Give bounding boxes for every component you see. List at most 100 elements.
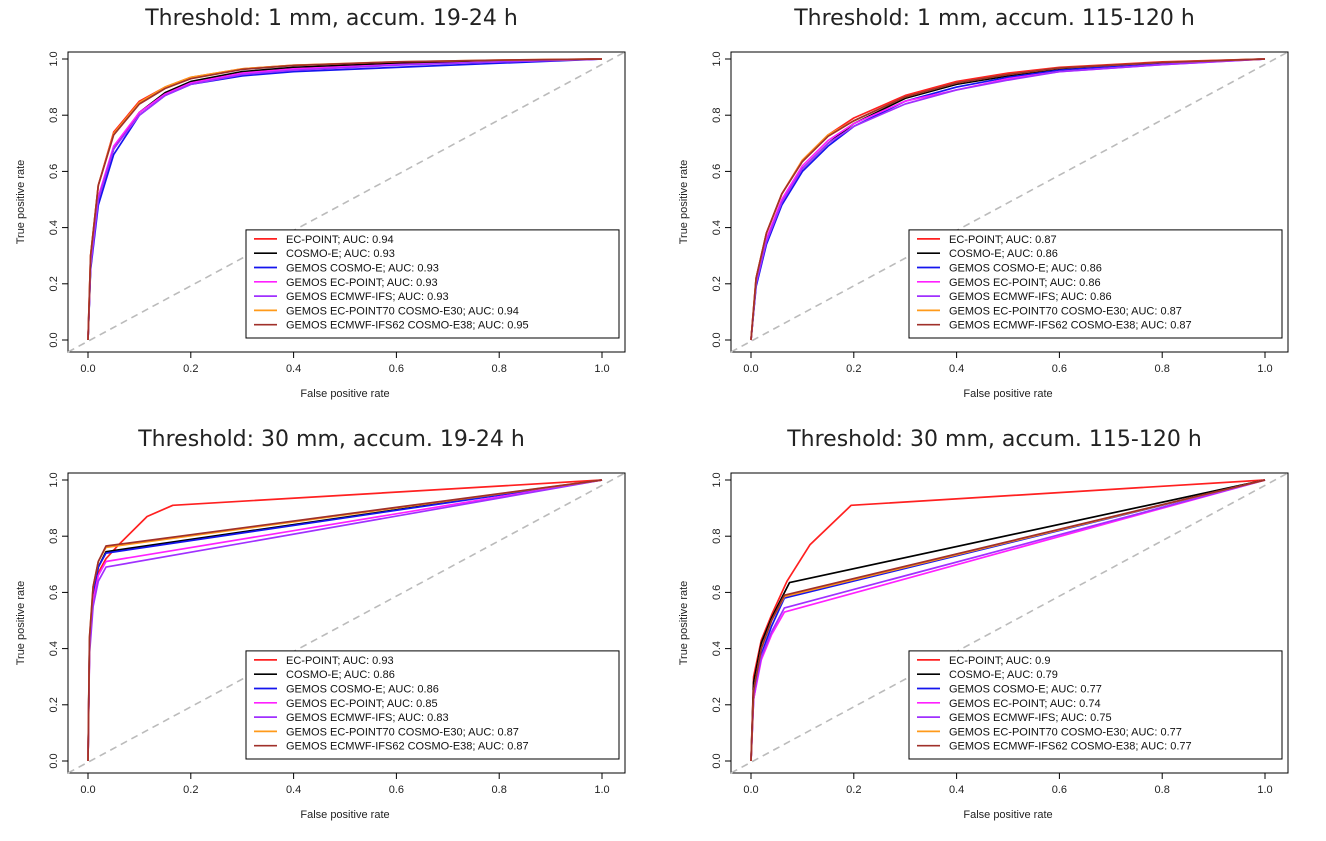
y-tick-label: 1.0 bbox=[711, 51, 723, 66]
roc-panel-30mm-19-24h: Threshold: 30 mm, accum. 19-24 h 0.0 0.2 0… bbox=[0, 421, 663, 841]
x-tick-label: 0.0 bbox=[80, 784, 95, 796]
legend-label: COSMO-E; AUC: 0.86 bbox=[286, 669, 395, 681]
y-tick-label: 0.2 bbox=[711, 697, 723, 712]
legend-label: GEMOS EC-POINT; AUC: 0.74 bbox=[949, 698, 1101, 710]
roc-panel-1mm-115-120h: Threshold: 1 mm, accum. 115-120 h 0.0 0.2… bbox=[663, 0, 1326, 420]
legend-label: GEMOS ECMWF-IFS62 COSMO-E38; AUC: 0.95 bbox=[286, 320, 529, 332]
x-tick-label: 0.2 bbox=[846, 363, 861, 375]
y-tick-label: 1.0 bbox=[711, 472, 723, 487]
y-tick-label: 0.4 bbox=[711, 220, 723, 235]
legend-label: COSMO-E; AUC: 0.93 bbox=[286, 248, 395, 260]
reference-diagonal bbox=[67, 472, 626, 774]
y-tick-label: 0.2 bbox=[711, 276, 723, 291]
x-tick-label: 0.0 bbox=[80, 363, 95, 375]
y-tick-label: 0.6 bbox=[48, 585, 60, 600]
y-tick-label: 0.8 bbox=[48, 108, 60, 123]
chart-title: Threshold: 30 mm, accum. 19-24 h bbox=[138, 427, 525, 452]
legend-label: GEMOS COSMO-E; AUC: 0.86 bbox=[949, 263, 1102, 275]
x-tick-label: 1.0 bbox=[1257, 784, 1272, 796]
x-axis-label: False positive rate bbox=[963, 809, 1052, 821]
y-tick-label: 0.4 bbox=[48, 641, 60, 656]
roc-chart: 0.0 0.2 0.4 0.6 0.8 1.0 0.0 0.2 0.4 0.6 0.8 1.0 Fals… bbox=[15, 51, 626, 400]
x-tick-label: 0.4 bbox=[286, 363, 301, 375]
x-tick-label: 0.0 bbox=[743, 784, 758, 796]
legend-label: GEMOS EC-POINT; AUC: 0.86 bbox=[949, 277, 1101, 289]
legend-box bbox=[245, 229, 620, 339]
legend-label: GEMOS ECMWF-IFS; AUC: 0.93 bbox=[286, 291, 449, 303]
x-tick-label: 1.0 bbox=[594, 363, 609, 375]
y-tick-label: 1.0 bbox=[48, 472, 60, 487]
y-tick-label: 0.6 bbox=[48, 164, 60, 179]
legend-label: GEMOS EC-POINT70 COSMO-E30; AUC: 0.87 bbox=[949, 305, 1182, 317]
y-tick-label: 0.8 bbox=[711, 108, 723, 123]
y-tick-label: 0.8 bbox=[48, 529, 60, 544]
x-axis-label: False positive rate bbox=[300, 809, 389, 821]
legend-label: GEMOS ECMWF-IFS62 COSMO-E38; AUC: 0.87 bbox=[286, 741, 529, 753]
x-axis-label: False positive rate bbox=[963, 388, 1052, 400]
y-tick-label: 0.2 bbox=[48, 276, 60, 291]
x-axis-label: False positive rate bbox=[300, 388, 389, 400]
x-tick-label: 0.2 bbox=[183, 363, 198, 375]
legend-box bbox=[908, 229, 1283, 339]
y-axis-label: True positive rate bbox=[15, 160, 27, 245]
legend-label: EC-POINT; AUC: 0.87 bbox=[949, 234, 1057, 246]
y-tick-label: 0.0 bbox=[711, 753, 723, 768]
roc-chart: 0.0 0.2 0.4 0.6 0.8 1.0 0.0 0.2 0.4 0.6 0.8 1.0 Fals… bbox=[15, 472, 626, 821]
x-tick-label: 0.6 bbox=[1052, 784, 1067, 796]
series-line bbox=[750, 479, 1266, 762]
y-axis-label: True positive rate bbox=[15, 581, 27, 666]
roc-panel-1mm-19-24h: Threshold: 1 mm, accum. 19-24 h 0.0 0.2 0.… bbox=[0, 0, 663, 420]
x-tick-label: 0.4 bbox=[286, 784, 301, 796]
chart-title: Threshold: 30 mm, accum. 115-120 h bbox=[787, 427, 1202, 452]
legend-label: GEMOS ECMWF-IFS62 COSMO-E38; AUC: 0.77 bbox=[949, 741, 1192, 753]
series-line bbox=[750, 58, 1266, 341]
chart-title: Threshold: 1 mm, accum. 115-120 h bbox=[794, 6, 1195, 31]
y-tick-label: 0.4 bbox=[48, 220, 60, 235]
y-tick-label: 0.0 bbox=[48, 753, 60, 768]
x-tick-label: 0.6 bbox=[389, 784, 404, 796]
legend-label: GEMOS ECMWF-IFS; AUC: 0.86 bbox=[949, 291, 1112, 303]
reference-diagonal bbox=[730, 472, 1289, 774]
y-tick-label: 1.0 bbox=[48, 51, 60, 66]
y-axis-label: True positive rate bbox=[678, 581, 690, 666]
x-tick-label: 0.8 bbox=[1155, 784, 1170, 796]
series-line bbox=[750, 479, 1266, 762]
x-tick-label: 0.6 bbox=[389, 363, 404, 375]
legend-box bbox=[245, 650, 620, 760]
legend-label: EC-POINT; AUC: 0.93 bbox=[286, 655, 394, 667]
plot-frame bbox=[67, 472, 626, 774]
roc-chart: 0.0 0.2 0.4 0.6 0.8 1.0 0.0 0.2 0.4 0.6 0.8 1.0 Fals… bbox=[678, 472, 1289, 821]
x-tick-label: 0.4 bbox=[949, 363, 964, 375]
x-tick-label: 0.8 bbox=[492, 784, 507, 796]
x-tick-label: 0.8 bbox=[492, 363, 507, 375]
plot-frame bbox=[67, 51, 626, 353]
series-line bbox=[750, 58, 1266, 341]
y-tick-label: 0.6 bbox=[711, 585, 723, 600]
x-tick-label: 0.0 bbox=[743, 363, 758, 375]
plot-frame bbox=[730, 51, 1289, 353]
y-tick-label: 0.2 bbox=[48, 697, 60, 712]
y-tick-label: 0.0 bbox=[711, 332, 723, 347]
y-tick-label: 0.0 bbox=[48, 332, 60, 347]
legend-label: GEMOS EC-POINT70 COSMO-E30; AUC: 0.94 bbox=[286, 305, 519, 317]
legend-label: GEMOS COSMO-E; AUC: 0.77 bbox=[949, 684, 1102, 696]
chart-title: Threshold: 1 mm, accum. 19-24 h bbox=[145, 6, 518, 31]
legend-label: GEMOS EC-POINT70 COSMO-E30; AUC: 0.87 bbox=[286, 726, 519, 738]
roc-chart: 0.0 0.2 0.4 0.6 0.8 1.0 0.0 0.2 0.4 0.6 0.8 1.0 Fals… bbox=[678, 51, 1289, 400]
legend-label: COSMO-E; AUC: 0.79 bbox=[949, 669, 1058, 681]
legend-label: GEMOS COSMO-E; AUC: 0.86 bbox=[286, 684, 439, 696]
reference-diagonal bbox=[67, 51, 626, 353]
series-line bbox=[87, 479, 603, 762]
x-tick-label: 1.0 bbox=[1257, 363, 1272, 375]
x-tick-label: 0.2 bbox=[846, 784, 861, 796]
x-tick-label: 0.8 bbox=[1155, 363, 1170, 375]
series-line bbox=[87, 58, 603, 341]
x-tick-label: 0.2 bbox=[183, 784, 198, 796]
legend-label: EC-POINT; AUC: 0.94 bbox=[286, 234, 394, 246]
y-axis-label: True positive rate bbox=[678, 160, 690, 245]
y-tick-label: 0.4 bbox=[711, 641, 723, 656]
x-tick-label: 0.6 bbox=[1052, 363, 1067, 375]
legend-label: COSMO-E; AUC: 0.86 bbox=[949, 248, 1058, 260]
legend-label: GEMOS ECMWF-IFS; AUC: 0.75 bbox=[949, 712, 1112, 724]
plot-frame bbox=[730, 472, 1289, 774]
